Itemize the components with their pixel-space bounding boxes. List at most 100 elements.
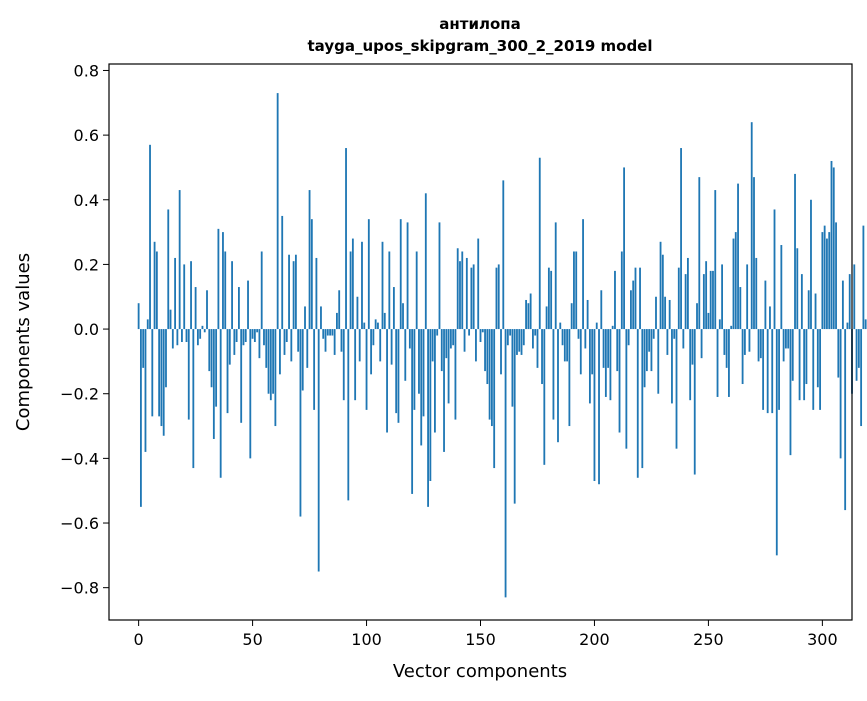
bar-13	[167, 209, 170, 330]
bar-221	[641, 329, 644, 469]
bar-75	[308, 190, 311, 330]
y-tick-label: 0.2	[74, 255, 99, 274]
bar-81	[322, 329, 325, 339]
bar-170	[525, 299, 527, 330]
bar-200	[593, 329, 596, 481]
bar-100	[365, 329, 368, 410]
bar-271	[755, 257, 758, 330]
bar-1	[139, 329, 142, 507]
bar-203	[600, 290, 603, 330]
bar-7	[153, 241, 156, 330]
bar-208	[611, 325, 614, 330]
bar-193	[577, 329, 580, 339]
bar-31	[208, 329, 211, 372]
bar-189	[568, 329, 571, 427]
bar-131	[436, 329, 439, 336]
bar-60	[274, 329, 277, 427]
bar-289	[796, 248, 799, 330]
bar-199	[591, 329, 594, 375]
bar-190	[570, 303, 573, 330]
bar-73	[304, 306, 306, 330]
bar-146	[470, 267, 473, 330]
bar-52	[256, 329, 259, 333]
bar-68	[292, 261, 295, 330]
bar-303	[828, 232, 831, 330]
bar-38	[224, 251, 227, 330]
bar-314	[853, 264, 856, 330]
bar-46	[242, 329, 245, 346]
bar-292	[803, 329, 806, 401]
bar-245	[696, 303, 698, 330]
bar-307	[837, 329, 840, 378]
bar-171	[527, 303, 530, 330]
bar-78	[315, 257, 318, 330]
bar-115	[399, 219, 402, 330]
bar-127	[427, 329, 429, 507]
bar-15	[171, 329, 174, 349]
bar-306	[835, 222, 837, 330]
bar-256	[721, 264, 724, 330]
plot-frame	[108, 63, 853, 621]
bar-149	[477, 238, 480, 330]
bar-19	[181, 329, 183, 342]
bar-286	[789, 329, 792, 456]
bar-222	[643, 329, 646, 388]
bar-101	[367, 219, 370, 330]
bar-223	[645, 329, 648, 372]
bar-234	[671, 329, 673, 404]
bar-216	[630, 290, 632, 330]
bar-177	[541, 329, 543, 385]
bar-315	[855, 329, 858, 381]
bar-242	[689, 329, 692, 401]
bar-178	[543, 329, 546, 465]
x-tick-label: 100	[351, 630, 382, 649]
bar-163	[509, 329, 512, 336]
x-tick-label: 300	[807, 630, 838, 649]
y-tick-label: 0.8	[74, 61, 99, 80]
x-axis-ticks: 0 50 100 150 200 250 300	[134, 620, 838, 649]
bar-185	[559, 322, 562, 330]
bar-241	[686, 257, 689, 330]
bar-16	[174, 257, 177, 330]
bar-62	[279, 329, 281, 375]
y-tick-label: 0.4	[74, 191, 99, 210]
bar-153	[486, 329, 489, 385]
bar-281	[778, 329, 780, 410]
bar-148	[475, 329, 477, 362]
bar-159	[500, 329, 502, 375]
bar-302	[826, 238, 828, 330]
bar-118	[406, 222, 409, 330]
bar-251	[709, 270, 712, 330]
bar-65	[285, 329, 288, 342]
bar-309	[841, 280, 844, 330]
bar-301	[823, 225, 826, 330]
bar-72	[301, 329, 304, 391]
bar-191	[573, 251, 575, 330]
bar-71	[299, 329, 302, 517]
bar-254	[716, 329, 719, 397]
bar-195	[582, 219, 584, 330]
bar-210	[616, 329, 619, 372]
bar-249	[705, 261, 708, 330]
bar-143	[463, 329, 466, 352]
bar-53	[258, 329, 261, 359]
bar-22	[187, 329, 190, 420]
bar-284	[784, 329, 787, 349]
bar-36	[219, 329, 222, 478]
bar-266	[743, 329, 746, 355]
x-axis-label: Vector components	[393, 661, 567, 682]
bar-50	[251, 329, 254, 339]
bar-255	[718, 319, 721, 330]
bar-18	[178, 190, 181, 330]
bar-109	[386, 329, 388, 433]
bar-179	[545, 306, 548, 330]
bar-108	[383, 312, 386, 330]
bar-277	[769, 306, 771, 330]
y-tick-label: −0.2	[60, 385, 99, 404]
bar-317	[860, 329, 863, 427]
bar-51	[253, 329, 256, 342]
bar-12	[165, 329, 167, 388]
bar-11	[162, 329, 165, 436]
bar-263	[737, 183, 739, 330]
bar-41	[231, 261, 233, 330]
